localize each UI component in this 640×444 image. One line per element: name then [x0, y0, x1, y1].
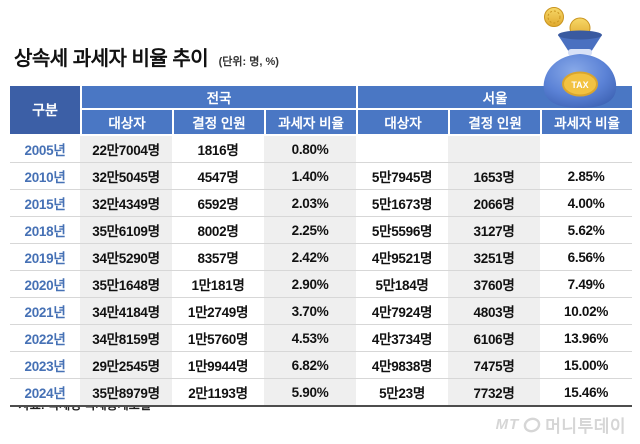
value-cell: 5만7945명 — [356, 163, 449, 190]
value-cell: 7.49% — [540, 271, 633, 298]
year-cell: 2015년 — [10, 190, 80, 217]
group-header-national: 전국 — [80, 86, 357, 110]
year-cell: 2020년 — [10, 271, 80, 298]
value-cell: 35만6109명 — [80, 217, 172, 244]
value-cell: 5.62% — [540, 217, 633, 244]
value-cell: 2066명 — [448, 190, 541, 217]
value-cell: 35만8979명 — [80, 379, 172, 407]
value-cell: 35만1648명 — [80, 271, 172, 298]
value-cell: 1만5760명 — [172, 325, 264, 352]
table-row: 2024년 35만8979명 2만1193명 5.90% 5만23명 7732명 15.46… — [10, 379, 633, 407]
value-cell: 7475명 — [448, 352, 541, 379]
value-cell: 4만7924명 — [356, 298, 449, 325]
value-cell: 1.40% — [264, 163, 357, 190]
subheader-national-ratio: 과세자 비율 — [264, 110, 357, 136]
value-cell: 6.82% — [264, 352, 357, 379]
column-header-year: 구분 — [10, 86, 80, 136]
moneytoday-logo: MT 머니투데이 — [496, 412, 626, 437]
year-cell: 2010년 — [10, 163, 80, 190]
value-cell: 32만4349명 — [80, 190, 172, 217]
value-cell: 2.03% — [264, 190, 357, 217]
value-cell: 34만8159명 — [80, 325, 172, 352]
value-cell: 4만9521명 — [356, 244, 449, 271]
year-cell: 2021년 — [10, 298, 80, 325]
table-body: 2005년 22만7004명 1816명 0.80% 2010년 32만5045명 4547… — [10, 136, 633, 407]
value-cell: 3251명 — [448, 244, 541, 271]
value-cell: 15.00% — [540, 352, 633, 379]
subheader-seoul-subjects: 대상자 — [356, 110, 449, 136]
svg-text:TAX: TAX — [571, 80, 588, 90]
value-cell: 34만5290명 — [80, 244, 172, 271]
value-cell: 2.42% — [264, 244, 357, 271]
value-cell: 4만9838명 — [356, 352, 449, 379]
table-row: 2010년 32만5045명 4547명 1.40% 5만7945명 1653명 2.85% — [10, 163, 633, 190]
year-cell: 2005년 — [10, 136, 80, 163]
value-cell: 8002명 — [172, 217, 264, 244]
value-cell: 29만2545명 — [80, 352, 172, 379]
value-cell: 1만181명 — [172, 271, 264, 298]
subheader-seoul-determined: 결정 인원 — [448, 110, 541, 136]
table-row: 2018년 35만6109명 8002명 2.25% 5만5596명 3127명 5.62% — [10, 217, 633, 244]
mt-logo-circle-icon — [524, 417, 541, 432]
mt-logo-letters: MT — [495, 416, 520, 433]
value-cell: 5만1673명 — [356, 190, 449, 217]
value-cell: 4만3734명 — [356, 325, 449, 352]
value-cell: 0.80% — [264, 136, 357, 163]
tax-ratio-table: 구분 전국 서울 대상자 결정 인원 과세자 비율 대상자 결정 인원 과세자 … — [10, 86, 633, 407]
year-cell: 2022년 — [10, 325, 80, 352]
value-cell: 1만9944명 — [172, 352, 264, 379]
value-cell: 6.56% — [540, 244, 633, 271]
value-cell: 5만23명 — [356, 379, 449, 407]
value-cell: 1만2749명 — [172, 298, 264, 325]
value-cell: 15.46% — [540, 379, 633, 407]
subheader-seoul-ratio: 과세자 비율 — [540, 110, 633, 136]
year-cell: 2019년 — [10, 244, 80, 271]
year-cell: 2018년 — [10, 217, 80, 244]
value-cell: 2.25% — [264, 217, 357, 244]
table-row: 2020년 35만1648명 1만181명 2.90% 5만184명 3760명 7.49% — [10, 271, 633, 298]
value-cell: 6106명 — [448, 325, 541, 352]
table-row: 2015년 32만4349명 6592명 2.03% 5만1673명 2066명 4.00% — [10, 190, 633, 217]
value-cell: 10.02% — [540, 298, 633, 325]
table-row: 2023년 29만2545명 1만9944명 6.82% 4만9838명 7475명 15.… — [10, 352, 633, 379]
value-cell: 7732명 — [448, 379, 541, 407]
value-cell: 22만7004명 — [80, 136, 172, 163]
value-cell: 4.00% — [540, 190, 633, 217]
year-cell: 2024년 — [10, 379, 80, 407]
money-bag-tax-icon: TAX — [543, 7, 617, 108]
value-cell: 32만5045명 — [80, 163, 172, 190]
table-row: 2022년 34만8159명 1만5760명 4.53% 4만3734명 6106명 13.… — [10, 325, 633, 352]
value-cell: 4547명 — [172, 163, 264, 190]
value-cell: 1653명 — [448, 163, 541, 190]
value-cell: 3760명 — [448, 271, 541, 298]
value-cell — [356, 136, 449, 163]
value-cell: 4803명 — [448, 298, 541, 325]
table-row: 2019년 34만5290명 8357명 2.42% 4만9521명 3251명 6.56% — [10, 244, 633, 271]
value-cell: 4.53% — [264, 325, 357, 352]
value-cell: 3.70% — [264, 298, 357, 325]
table-row: 2021년 34만4184명 1만2749명 3.70% 4만7924명 4803명 10.… — [10, 298, 633, 325]
value-cell — [448, 136, 541, 163]
value-cell: 5.90% — [264, 379, 357, 407]
value-cell — [540, 136, 633, 163]
value-cell: 5만5596명 — [356, 217, 449, 244]
page-title: 상속세 과세자 비율 추이 — [14, 48, 209, 70]
value-cell: 2만1193명 — [172, 379, 264, 407]
page-title-row: 상속세 과세자 비율 추이 (단위: 명, %) — [14, 42, 279, 71]
value-cell: 2.90% — [264, 271, 357, 298]
table-row: 2005년 22만7004명 1816명 0.80% — [10, 136, 633, 163]
subheader-national-subjects: 대상자 — [80, 110, 172, 136]
year-cell: 2023년 — [10, 352, 80, 379]
value-cell: 5만184명 — [356, 271, 449, 298]
value-cell: 2.85% — [540, 163, 633, 190]
unit-note: (단위: 명, %) — [218, 56, 279, 68]
value-cell: 34만4184명 — [80, 298, 172, 325]
value-cell: 8357명 — [172, 244, 264, 271]
mt-logo-brand: 머니투데이 — [545, 417, 626, 436]
value-cell: 1816명 — [172, 136, 264, 163]
value-cell: 13.96% — [540, 325, 633, 352]
value-cell: 3127명 — [448, 217, 541, 244]
subheader-national-determined: 결정 인원 — [172, 110, 264, 136]
value-cell: 6592명 — [172, 190, 264, 217]
